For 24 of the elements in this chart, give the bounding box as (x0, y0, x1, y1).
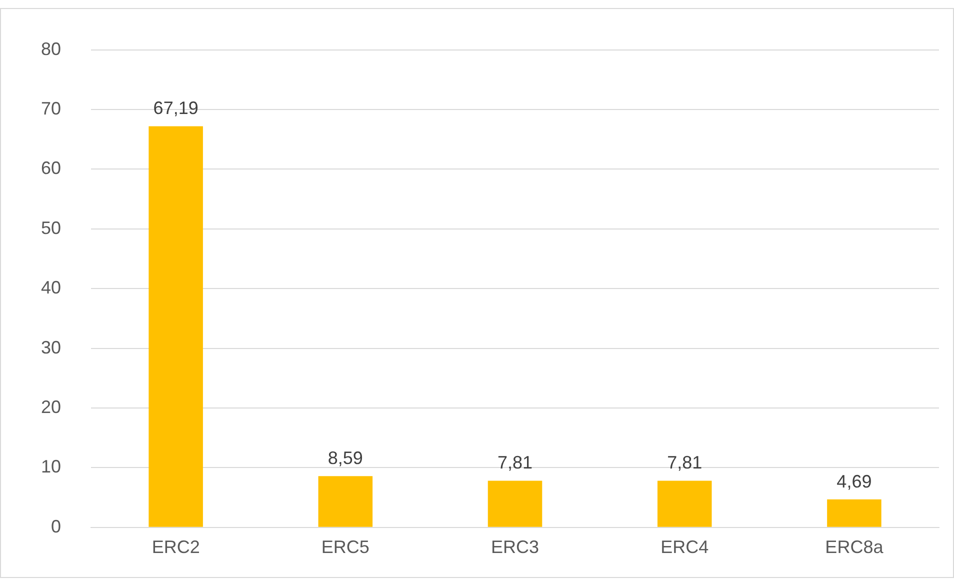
y-tick-label: 20 (40, 396, 62, 417)
y-tick-label: 30 (40, 337, 62, 358)
y-tick-label: 50 (40, 218, 62, 238)
y-tick-label: 80 (40, 38, 62, 59)
y-tick-label: 0 (51, 516, 62, 536)
y-tick-label: 10 (40, 456, 62, 477)
bar (657, 480, 712, 527)
data-label: 7,81 (667, 452, 702, 473)
bar (318, 476, 373, 527)
data-label: 7,81 (497, 452, 533, 473)
bar (827, 499, 882, 527)
x-tick-label: ERC3 (491, 537, 540, 558)
x-tick-label: ERC8a (825, 537, 884, 558)
x-tick-label: ERC4 (660, 537, 709, 558)
data-label: 8,59 (328, 448, 363, 468)
data-label: 4,69 (836, 471, 872, 492)
bar (148, 126, 203, 527)
data-label: 67,19 (153, 98, 198, 118)
x-tick-label: ERC5 (321, 537, 370, 558)
y-tick-label: 70 (40, 98, 62, 118)
y-tick-label: 40 (40, 278, 62, 298)
x-tick-label: ERC2 (152, 537, 200, 558)
y-tick-label: 60 (40, 158, 62, 178)
bar (488, 480, 542, 527)
